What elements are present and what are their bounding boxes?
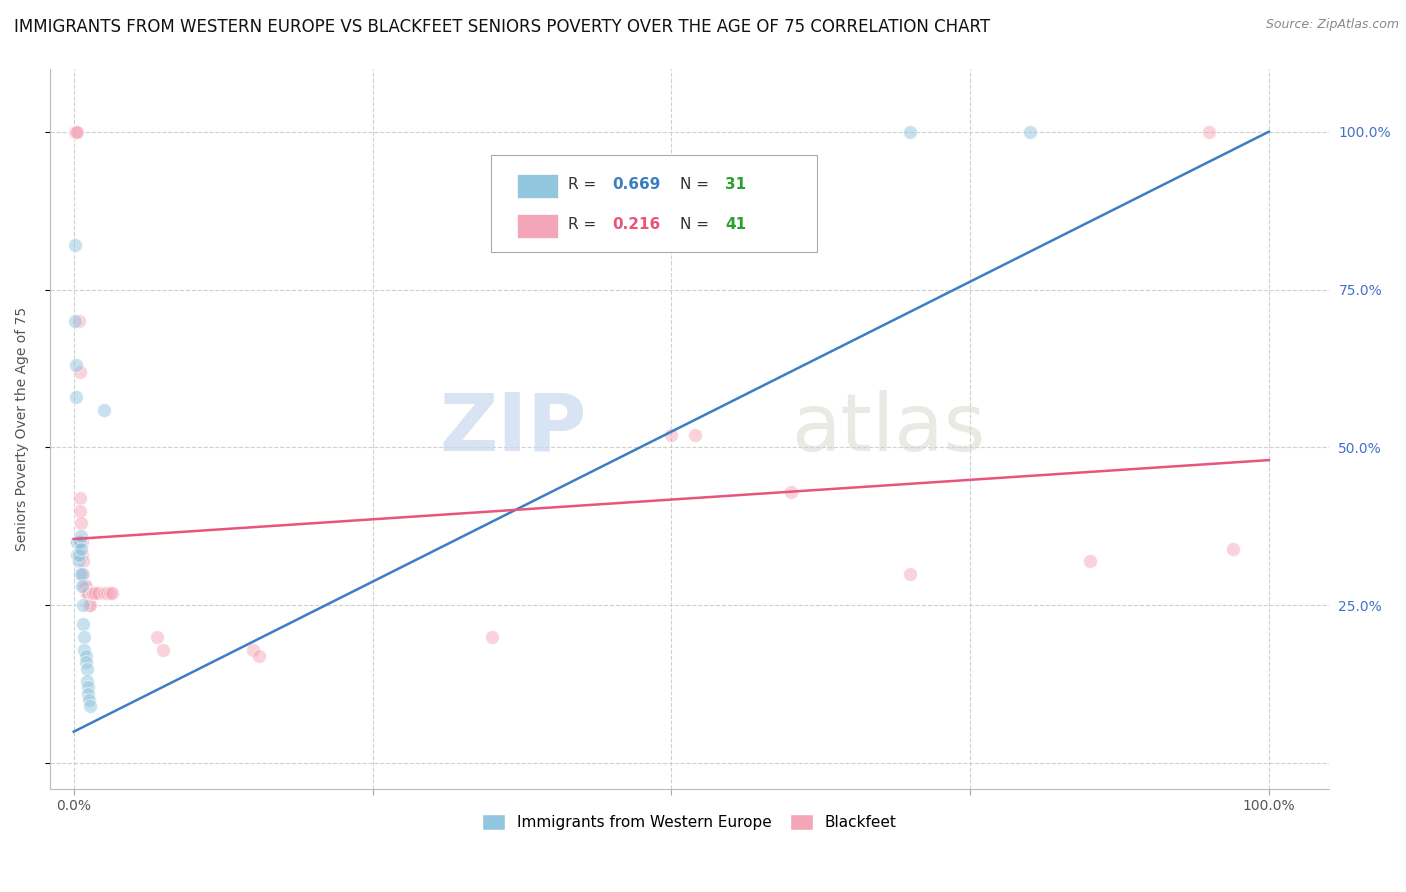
Point [63,314,86,328]
Text: 31: 31 [725,177,747,192]
Point [69,491,91,505]
Point [73,579,96,593]
Text: IMMIGRANTS FROM WESTERN EUROPE VS BLACKFEET SENIORS POVERTY OVER THE AGE OF 75 C: IMMIGRANTS FROM WESTERN EUROPE VS BLACKF… [14,18,990,36]
Point [72,599,94,613]
Point [1078,554,1101,568]
Point [75,655,97,669]
FancyBboxPatch shape [516,174,558,198]
Text: R =: R = [568,217,600,232]
Point [898,125,921,139]
Text: atlas: atlas [792,390,986,467]
Point [73,579,96,593]
Point [76,661,98,675]
Text: 0.216: 0.216 [613,217,661,232]
Point [80,586,103,600]
Point [898,566,921,581]
Text: R =: R = [568,177,600,192]
Text: N =: N = [681,217,714,232]
Point [72,566,94,581]
Point [66,535,89,549]
Text: ZIP: ZIP [440,390,586,467]
Point [67,314,90,328]
Point [63,238,86,252]
Point [146,630,169,644]
Point [72,617,94,632]
Point [86,586,108,600]
Legend: Immigrants from Western Europe, Blackfeet: Immigrants from Western Europe, Blackfee… [477,810,901,835]
Point [69,365,91,379]
Point [101,586,124,600]
Point [70,566,93,581]
Point [70,548,93,562]
Point [70,579,93,593]
FancyBboxPatch shape [491,155,817,252]
Point [66,535,89,549]
FancyBboxPatch shape [516,213,558,238]
Point [75,579,97,593]
Y-axis label: Seniors Poverty Over the Age of 75: Seniors Poverty Over the Age of 75 [15,307,30,550]
Point [69,535,91,549]
Text: 41: 41 [725,217,747,232]
Point [67,554,90,568]
Point [69,566,91,581]
Point [73,642,96,657]
Point [84,586,107,600]
Point [93,402,115,417]
Point [75,648,97,663]
Point [683,427,706,442]
Text: N =: N = [681,177,714,192]
Point [77,681,100,695]
Point [66,548,89,562]
Point [76,674,98,689]
Point [481,630,503,644]
Text: 0.669: 0.669 [613,177,661,192]
Point [69,503,91,517]
Point [66,125,89,139]
Point [152,642,174,657]
Point [77,687,100,701]
Point [70,541,93,556]
Point [77,599,100,613]
Point [96,586,118,600]
Point [73,630,96,644]
Point [67,535,90,549]
Point [77,586,100,600]
Point [1018,125,1040,139]
Point [70,529,93,543]
Text: Source: ZipAtlas.com: Source: ZipAtlas.com [1265,18,1399,31]
Point [75,586,97,600]
Point [76,586,98,600]
Point [779,484,801,499]
Point [65,390,87,404]
Point [1198,125,1220,139]
Point [659,427,682,442]
Point [70,535,93,549]
Point [70,516,93,531]
Point [1222,541,1244,556]
Point [65,125,87,139]
Point [63,125,86,139]
Point [70,535,93,549]
Point [77,693,100,707]
Point [79,599,101,613]
Point [93,586,115,600]
Point [98,586,121,600]
Point [72,554,94,568]
Point [242,642,264,657]
Point [67,548,90,562]
Point [247,648,270,663]
Point [79,699,101,714]
Point [65,359,87,373]
Point [82,586,104,600]
